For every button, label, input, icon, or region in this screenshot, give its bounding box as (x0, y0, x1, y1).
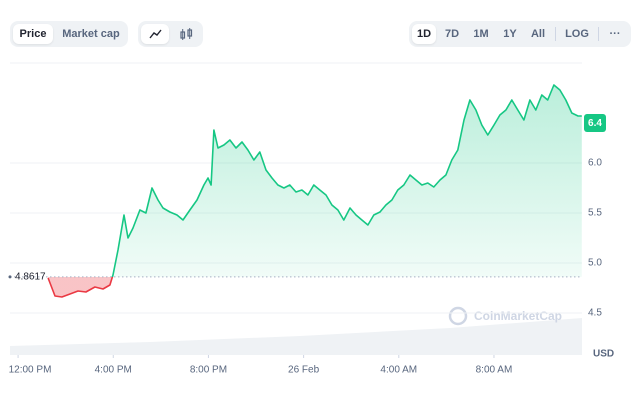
x-tick-label: 4:00 PM (95, 365, 132, 376)
range-button[interactable]: 1M (473, 28, 489, 40)
y-tick-label: 4.5 (588, 308, 602, 319)
price-line (47, 84, 582, 298)
separator (598, 27, 599, 41)
separator (555, 27, 556, 41)
y-tick-label: 5.5 (588, 208, 602, 219)
range-button[interactable]: All (530, 28, 546, 40)
tab[interactable]: Price (13, 24, 53, 44)
x-tick-label: 26 Feb (288, 365, 320, 376)
candle-style-button[interactable] (172, 24, 200, 44)
line-style-button[interactable] (141, 24, 169, 44)
y-tick-label: 6.0 (588, 158, 602, 169)
log-button[interactable]: LOG (565, 28, 589, 40)
x-tick-label: 8:00 PM (190, 365, 227, 376)
range-button[interactable]: 7D (444, 28, 460, 40)
range-group: 1D 7D 1M 1Y All LOG ··· (409, 21, 631, 47)
more-button[interactable]: ··· (609, 28, 621, 40)
range-button[interactable]: 1D (412, 24, 436, 44)
price-area (48, 85, 582, 297)
x-tick-label: 4:00 AM (380, 365, 417, 376)
line-icon (149, 29, 162, 39)
y-unit: USD (593, 349, 614, 360)
volume-area (10, 318, 582, 355)
watermark-text: CoinMarketCap (474, 309, 562, 323)
chart-style-group (138, 21, 203, 47)
x-tick-label: 12:00 PM (9, 365, 52, 376)
x-tick-label: 8:00 AM (476, 365, 513, 376)
candle-icon (180, 28, 193, 40)
y-tick-label: 5.0 (588, 258, 602, 269)
range-button[interactable]: 1Y (503, 28, 517, 40)
baseline-label: 4.8617 (15, 271, 46, 282)
current-price-badge (584, 114, 606, 132)
tab[interactable]: Market cap (62, 28, 120, 40)
baseline-dot (8, 275, 12, 279)
tab-group: Price Market cap (10, 21, 128, 47)
current-price-label: 6.4 (588, 118, 602, 129)
watermark: CoinMarketCap (448, 306, 562, 326)
